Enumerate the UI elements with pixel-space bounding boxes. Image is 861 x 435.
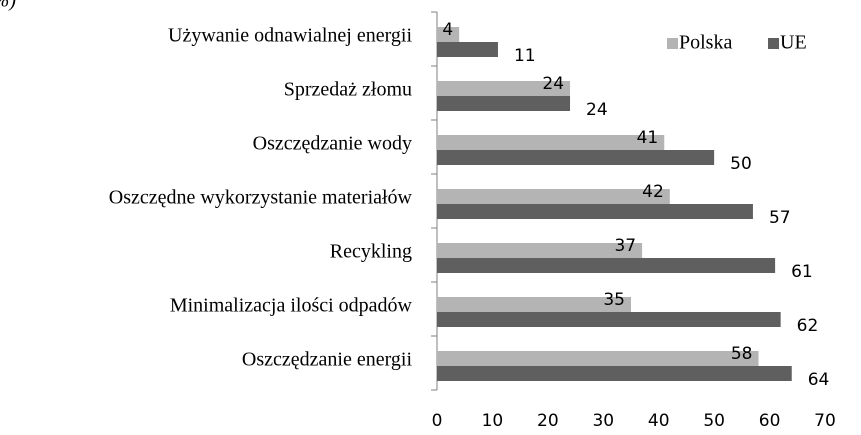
data-label: 61 [791, 262, 813, 282]
data-label: 64 [808, 370, 830, 390]
y-tick-label: Recykling [330, 241, 412, 263]
bar [437, 189, 670, 204]
x-tick-label: 0 [432, 411, 443, 431]
x-tick-label: 60 [759, 411, 781, 431]
x-tick-label: 30 [592, 411, 614, 431]
data-label: 57 [769, 208, 791, 228]
x-tick-label: 10 [482, 411, 504, 431]
data-label: 35 [603, 290, 625, 310]
bar [437, 150, 715, 165]
bar [437, 366, 792, 381]
bar [437, 297, 631, 312]
bar [437, 81, 571, 96]
bar [437, 312, 781, 327]
x-tick-label: 20 [537, 411, 559, 431]
legend-swatch [768, 38, 779, 49]
data-label: 50 [730, 154, 752, 174]
legend-label: UE [780, 32, 807, 54]
x-tick-label: 70 [814, 411, 836, 431]
y-tick-label: Oszczędzanie energii [242, 349, 413, 371]
bar [437, 135, 665, 150]
y-tick-label: Sprzedaż złomu [284, 79, 412, 101]
data-label: 41 [637, 128, 659, 148]
x-tick-label: 50 [703, 411, 725, 431]
data-label: 11 [514, 46, 536, 66]
data-label: 24 [586, 100, 608, 120]
data-label: 4 [442, 20, 453, 40]
bar [437, 96, 571, 111]
y-tick-label: Oszczędne wykorzystanie materiałów [109, 187, 413, 209]
data-label: 37 [614, 236, 636, 256]
y-tick-label: Oszczędzanie wody [253, 133, 412, 155]
y-tick-label: Minimalizacja ilości odpadów [170, 295, 413, 317]
data-label: 24 [542, 74, 564, 94]
data-label: 62 [797, 316, 819, 336]
x-tick-label: 40 [648, 411, 670, 431]
bar [437, 351, 759, 366]
bar [437, 258, 776, 273]
legend-label: Polska [679, 32, 732, 54]
bar [437, 204, 753, 219]
data-label: 42 [642, 182, 664, 202]
legend-swatch [667, 38, 678, 49]
bar [437, 27, 460, 42]
data-label: 58 [731, 344, 753, 364]
y-tick-label: Używanie odnawialnej energii [168, 25, 412, 47]
bar [437, 243, 643, 258]
bar [437, 42, 498, 57]
subtitle: (%) [0, 0, 16, 12]
